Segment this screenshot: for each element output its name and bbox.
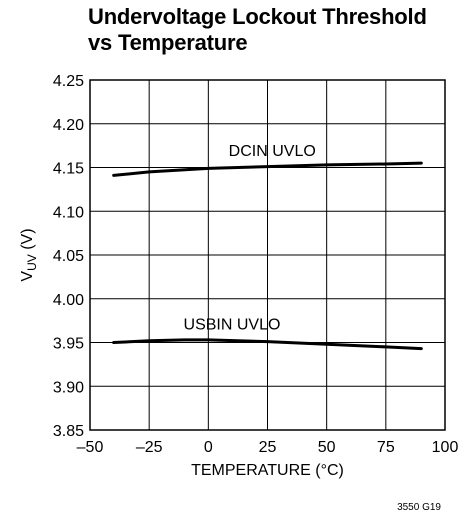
y-tick-label: 3.95 — [53, 336, 84, 353]
x-tick-label: 100 — [432, 439, 459, 456]
x-tick-label: 0 — [204, 439, 213, 456]
x-tick-label: –25 — [136, 439, 163, 456]
series-line-1 — [112, 161, 423, 177]
x-axis-label: TEMPERATURE (°C) — [191, 462, 344, 479]
plot-frame — [89, 79, 446, 431]
y-tick-label: 4.05 — [53, 248, 84, 265]
grid — [90, 80, 445, 430]
series-line-2 — [112, 338, 423, 351]
x-tick-label: 25 — [259, 439, 277, 456]
y-axis-label-unit: (V) — [19, 228, 36, 254]
y-tick-label: 3.90 — [53, 379, 84, 396]
series-label-1: DCIN UVLO — [229, 143, 316, 160]
y-tick-label: 4.10 — [53, 204, 84, 221]
y-tick-label: 3.85 — [53, 423, 84, 440]
y-axis-label-main: V — [19, 271, 36, 282]
x-tick-label: –50 — [77, 439, 104, 456]
y-axis-ticks: 3.85 3.90 3.95 4.00 4.05 4.10 4.15 4.20 4.25 — [53, 73, 84, 440]
series-labels: DCIN UVLO USBIN UVLO — [184, 143, 316, 333]
chart-title-line-1: Undervoltage Lockout Threshold — [88, 4, 427, 29]
series-group — [112, 161, 423, 351]
chart-title: Undervoltage Lockout Threshold vs Temper… — [88, 4, 427, 56]
figure-id: 3550 G19 — [397, 502, 441, 513]
x-tick-label: 75 — [377, 439, 395, 456]
x-axis-ticks: –50 –25 0 25 50 75 100 — [77, 439, 459, 456]
y-axis-label-subscript: UV — [25, 254, 39, 271]
y-axis-label: VUV (V) — [19, 228, 39, 281]
y-tick-label: 4.15 — [53, 161, 84, 178]
y-tick-label: 4.00 — [53, 292, 84, 309]
x-tick-label: 50 — [318, 439, 336, 456]
series-label-2: USBIN UVLO — [184, 316, 281, 333]
chart-title-line-2: vs Temperature — [88, 30, 248, 55]
y-tick-label: 4.20 — [53, 117, 84, 134]
y-tick-label: 4.25 — [53, 73, 84, 90]
